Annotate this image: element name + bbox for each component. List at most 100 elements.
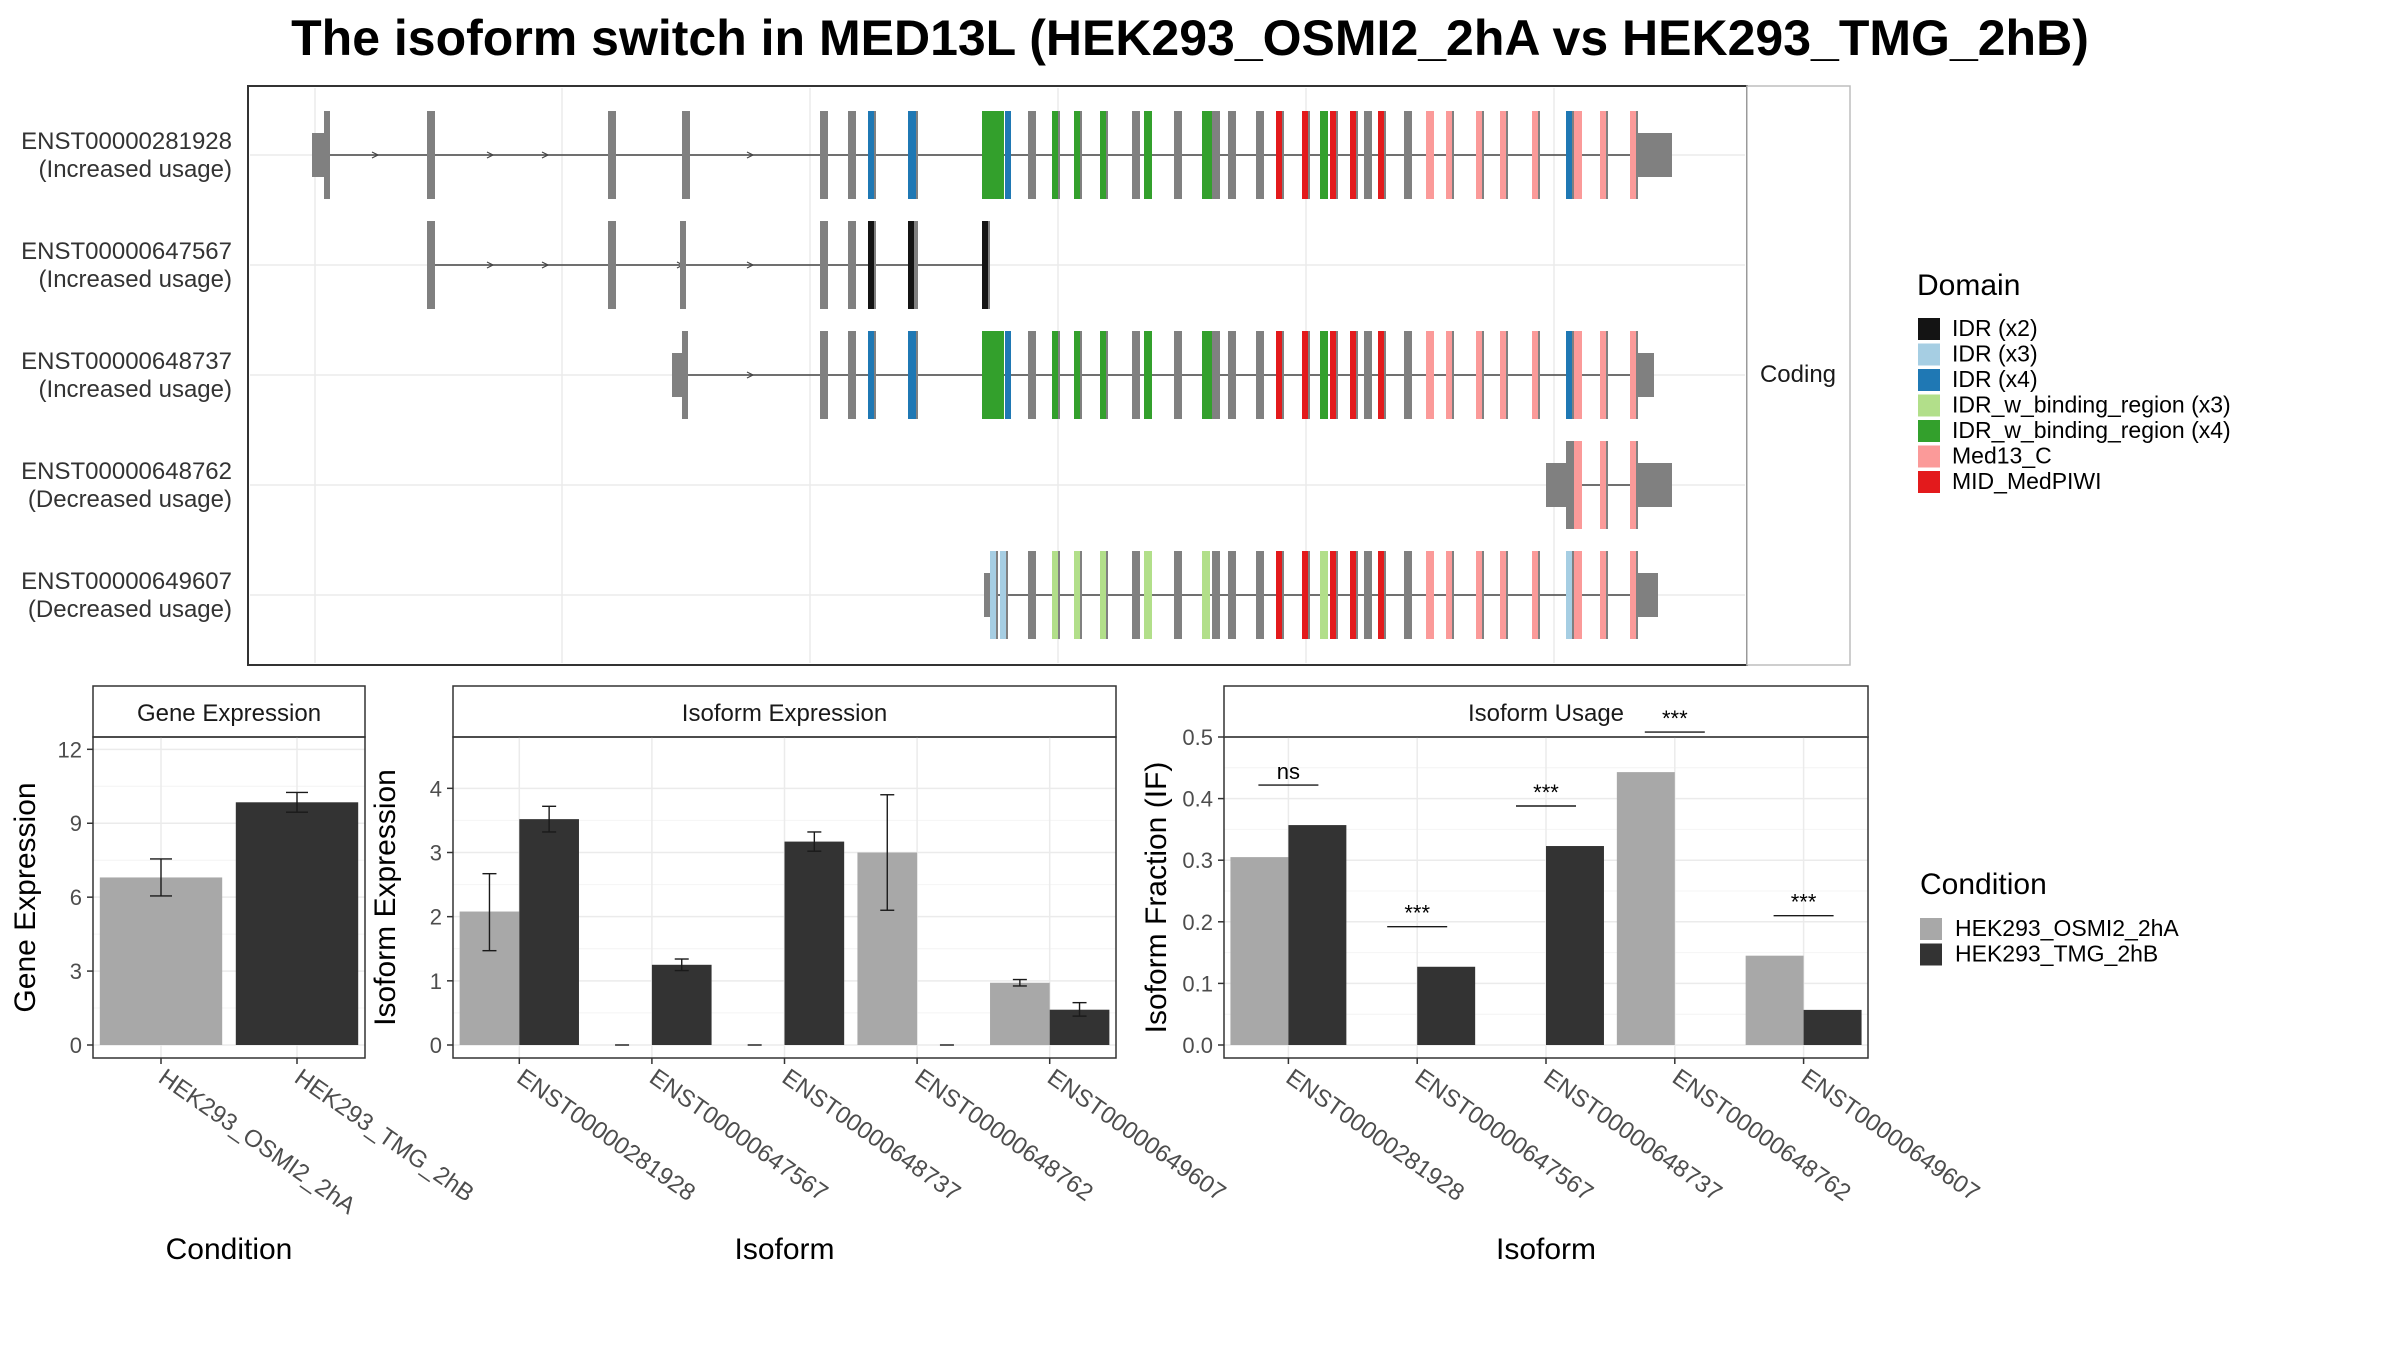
bar [1745, 955, 1804, 1045]
domain-segment [1144, 331, 1152, 419]
coding-exon [1228, 331, 1236, 419]
domain-segment [1630, 441, 1636, 529]
isoform-track [984, 551, 1658, 639]
coding-facet-label: Coding [1760, 361, 1836, 388]
domain-segment [1202, 331, 1212, 419]
isoform-usage-label: (Increased usage) [39, 376, 232, 403]
gene-expression-panel: Gene Expression036912HEK293_OSMI2_2hAHEK… [9, 685, 479, 1266]
coding-exon [1028, 551, 1036, 639]
domain-legend-swatch [1918, 471, 1940, 493]
transcript-structure-panel: Coding ENST00000281928(Increased usage)E… [21, 85, 1851, 666]
domain-segment [1005, 111, 1011, 199]
domain-segment [1600, 331, 1606, 419]
domain-legend-title: Domain [1917, 269, 2020, 302]
isoform-label-group: ENST00000281928(Increased usage)ENST0000… [21, 128, 232, 623]
domain-legend-label: IDR_w_binding_region (x4) [1952, 417, 2231, 443]
bar [1546, 846, 1604, 1045]
bar [1616, 772, 1675, 1045]
y-tick-label: 4 [430, 776, 442, 801]
coding-exon [1566, 441, 1574, 529]
y-tick-label: 0.2 [1182, 910, 1213, 935]
domain-segment [868, 331, 874, 419]
x-axis-title: Isoform [1496, 1233, 1596, 1266]
domain-segment [868, 221, 874, 309]
domain-segment [1202, 551, 1210, 639]
isoform-usage-panel: Isoform Usage 0.0 0.1 0.2 0.3 0.4 0.5 ns *** *** *… [1140, 685, 1984, 1266]
domain-legend: Domain IDR (x2)IDR (x3)IDR (x4)IDR_w_bin… [1917, 269, 2231, 494]
coding-exon [1404, 331, 1412, 419]
isoform-track [427, 221, 990, 309]
y-tick-label: 1 [430, 969, 442, 994]
coding-exon [1404, 551, 1412, 639]
isoform-usage-label: (Decreased usage) [28, 596, 232, 623]
bar [1230, 857, 1289, 1045]
coding-exon [820, 221, 828, 309]
coding-exon [1028, 111, 1036, 199]
condition-legend-label: HEK293_TMG_2hB [1955, 941, 2158, 967]
domain-segment [1350, 331, 1356, 419]
domain-segment [1052, 111, 1058, 199]
bar [519, 819, 579, 1045]
significance-label: *** [1404, 901, 1430, 926]
strand-arrow [541, 261, 550, 269]
domain-segment [1276, 551, 1282, 639]
coding-exon [324, 111, 330, 199]
coding-exon [1132, 331, 1140, 419]
domain-legend-label: Med13_C [1952, 443, 2052, 469]
isoform-usage-label: (Increased usage) [39, 266, 232, 293]
y-tick-label: 3 [430, 841, 442, 866]
domain-segment [1000, 551, 1006, 639]
domain-segment [1330, 551, 1336, 639]
domain-segment [1446, 331, 1452, 419]
coding-exon [1132, 551, 1140, 639]
isoform-id-label: ENST00000649607 [21, 568, 232, 595]
domain-segment [1574, 551, 1582, 639]
domain-segment [1500, 551, 1506, 639]
domain-segment [1532, 331, 1538, 419]
x-axis-title: Isoform [734, 1233, 834, 1266]
strand-arrow [541, 151, 550, 159]
domain-segment [1566, 551, 1572, 639]
isoform-track-group [312, 111, 1672, 639]
domain-segment [1052, 551, 1058, 639]
coding-exon [820, 331, 828, 419]
domain-segment [1378, 331, 1384, 419]
y-tick-label: 6 [70, 885, 82, 910]
domain-segment [1426, 331, 1434, 419]
domain-legend-label: IDR (x4) [1952, 366, 2038, 392]
domain-segment [1600, 551, 1606, 639]
domain-segment [1074, 551, 1080, 639]
domain-legend-swatch [1918, 318, 1940, 340]
domain-segment [1276, 331, 1282, 419]
isoform-id-label: ENST00000648737 [21, 348, 232, 375]
coding-exon [1364, 331, 1372, 419]
domain-legend-swatch [1918, 394, 1940, 417]
bar [990, 982, 1050, 1045]
isoform-usage-label: (Increased usage) [39, 156, 232, 183]
strand-arrow [486, 151, 495, 159]
domain-segment [1426, 111, 1434, 199]
domain-segment [1074, 331, 1080, 419]
domain-segment [1005, 331, 1011, 419]
coding-exon [1364, 111, 1372, 199]
domain-segment [1476, 331, 1482, 419]
y-tick-label: 0 [70, 1033, 82, 1058]
utr-exon [1546, 463, 1566, 507]
coding-exon [427, 221, 435, 309]
coding-exon [1228, 551, 1236, 639]
domain-segment [1476, 111, 1482, 199]
domain-segment [1320, 551, 1328, 639]
isoform-track [312, 111, 1672, 199]
condition-legend-title: Condition [1920, 868, 2047, 901]
domain-segment [1330, 331, 1336, 419]
y-tick-label: 2 [430, 905, 442, 930]
isoform-id-label: ENST00000648762 [21, 458, 232, 485]
domain-segment [982, 221, 988, 309]
panel-title: Isoform Usage [1468, 700, 1624, 727]
coding-exon [1404, 111, 1412, 199]
domain-segment [982, 331, 1004, 419]
domain-segment [1052, 331, 1058, 419]
domain-segment [1574, 331, 1582, 419]
isoform-track [672, 331, 1654, 419]
coding-exon [1174, 551, 1182, 639]
